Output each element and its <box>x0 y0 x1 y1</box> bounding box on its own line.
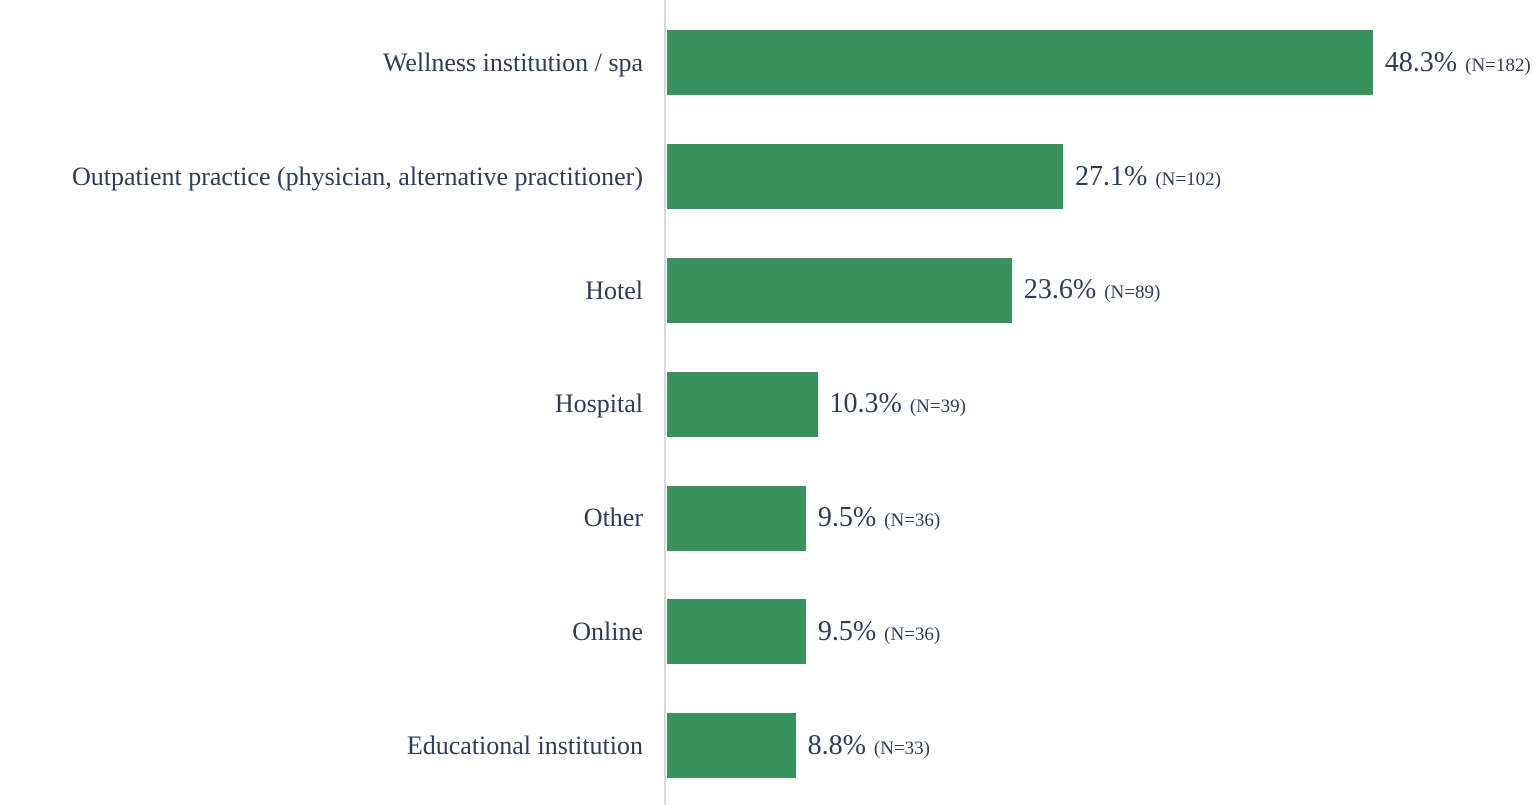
bar <box>667 371 818 437</box>
category-label: Hospital <box>554 389 643 419</box>
bar-row: Hotel 23.6% (N=89) <box>0 234 1535 348</box>
sample-size: (N=36) <box>884 623 941 645</box>
value-label: 9.5% (N=36) <box>818 502 940 534</box>
value-label: 8.8% (N=33) <box>808 730 930 762</box>
bar-plot-area: 48.3% (N=182) <box>665 6 1535 120</box>
bar-plot-area: 23.6% (N=89) <box>665 234 1535 348</box>
percent-value: 9.5% <box>817 502 877 534</box>
bar-row: Educational institution 8.8% (N=33) <box>0 689 1535 803</box>
bar-row: Outpatient practice (physician, alternat… <box>0 120 1535 234</box>
value-label: 27.1% (N=102) <box>1075 161 1221 193</box>
bar-row: Wellness institution / spa 48.3% (N=182) <box>0 6 1535 120</box>
bar-row: Hospital 10.3% (N=39) <box>0 347 1535 461</box>
sample-size: (N=36) <box>884 510 941 532</box>
y-axis-line <box>664 0 666 805</box>
category-label: Educational institution <box>406 730 643 760</box>
sample-size: (N=33) <box>873 737 930 759</box>
sample-size: (N=89) <box>1104 282 1161 304</box>
bar-row: Other 9.5% (N=36) <box>0 461 1535 575</box>
value-label: 10.3% (N=39) <box>830 388 966 420</box>
sample-size: (N=102) <box>1155 168 1221 190</box>
bar-plot-area: 27.1% (N=102) <box>665 120 1535 234</box>
percent-value: 9.5% <box>817 615 877 647</box>
sample-size: (N=182) <box>1465 54 1531 76</box>
bar <box>667 713 796 779</box>
value-label: 9.5% (N=36) <box>818 616 940 648</box>
percent-value: 10.3% <box>829 388 902 420</box>
category-label: Other <box>583 503 643 533</box>
bar-plot-area: 9.5% (N=36) <box>665 461 1535 575</box>
bar-plot-area: 10.3% (N=39) <box>665 347 1535 461</box>
bar <box>667 485 806 551</box>
bar <box>667 257 1012 323</box>
percent-value: 48.3% <box>1384 46 1458 78</box>
bar-plot-area: 9.5% (N=36) <box>665 575 1535 689</box>
category-label: Hotel <box>585 275 643 305</box>
sample-size: (N=39) <box>909 396 966 418</box>
value-label: 48.3% (N=182) <box>1385 47 1531 79</box>
bar <box>667 144 1063 210</box>
category-label: Wellness institution / spa <box>382 47 643 77</box>
percent-value: 8.8% <box>807 729 866 761</box>
bar-plot-area: 8.8% (N=33) <box>665 689 1535 803</box>
bar <box>667 30 1373 96</box>
percent-value: 27.1% <box>1075 160 1148 192</box>
bar-rows: Wellness institution / spa 48.3% (N=182) Ou… <box>0 6 1535 803</box>
category-label: Online <box>572 616 643 646</box>
bar <box>667 599 806 665</box>
value-label: 23.6% (N=89) <box>1024 274 1160 306</box>
bar-row: Online 9.5% (N=36) <box>0 575 1535 689</box>
category-label: Outpatient practice (physician, alternat… <box>71 161 643 191</box>
percent-value: 23.6% <box>1023 274 1097 306</box>
